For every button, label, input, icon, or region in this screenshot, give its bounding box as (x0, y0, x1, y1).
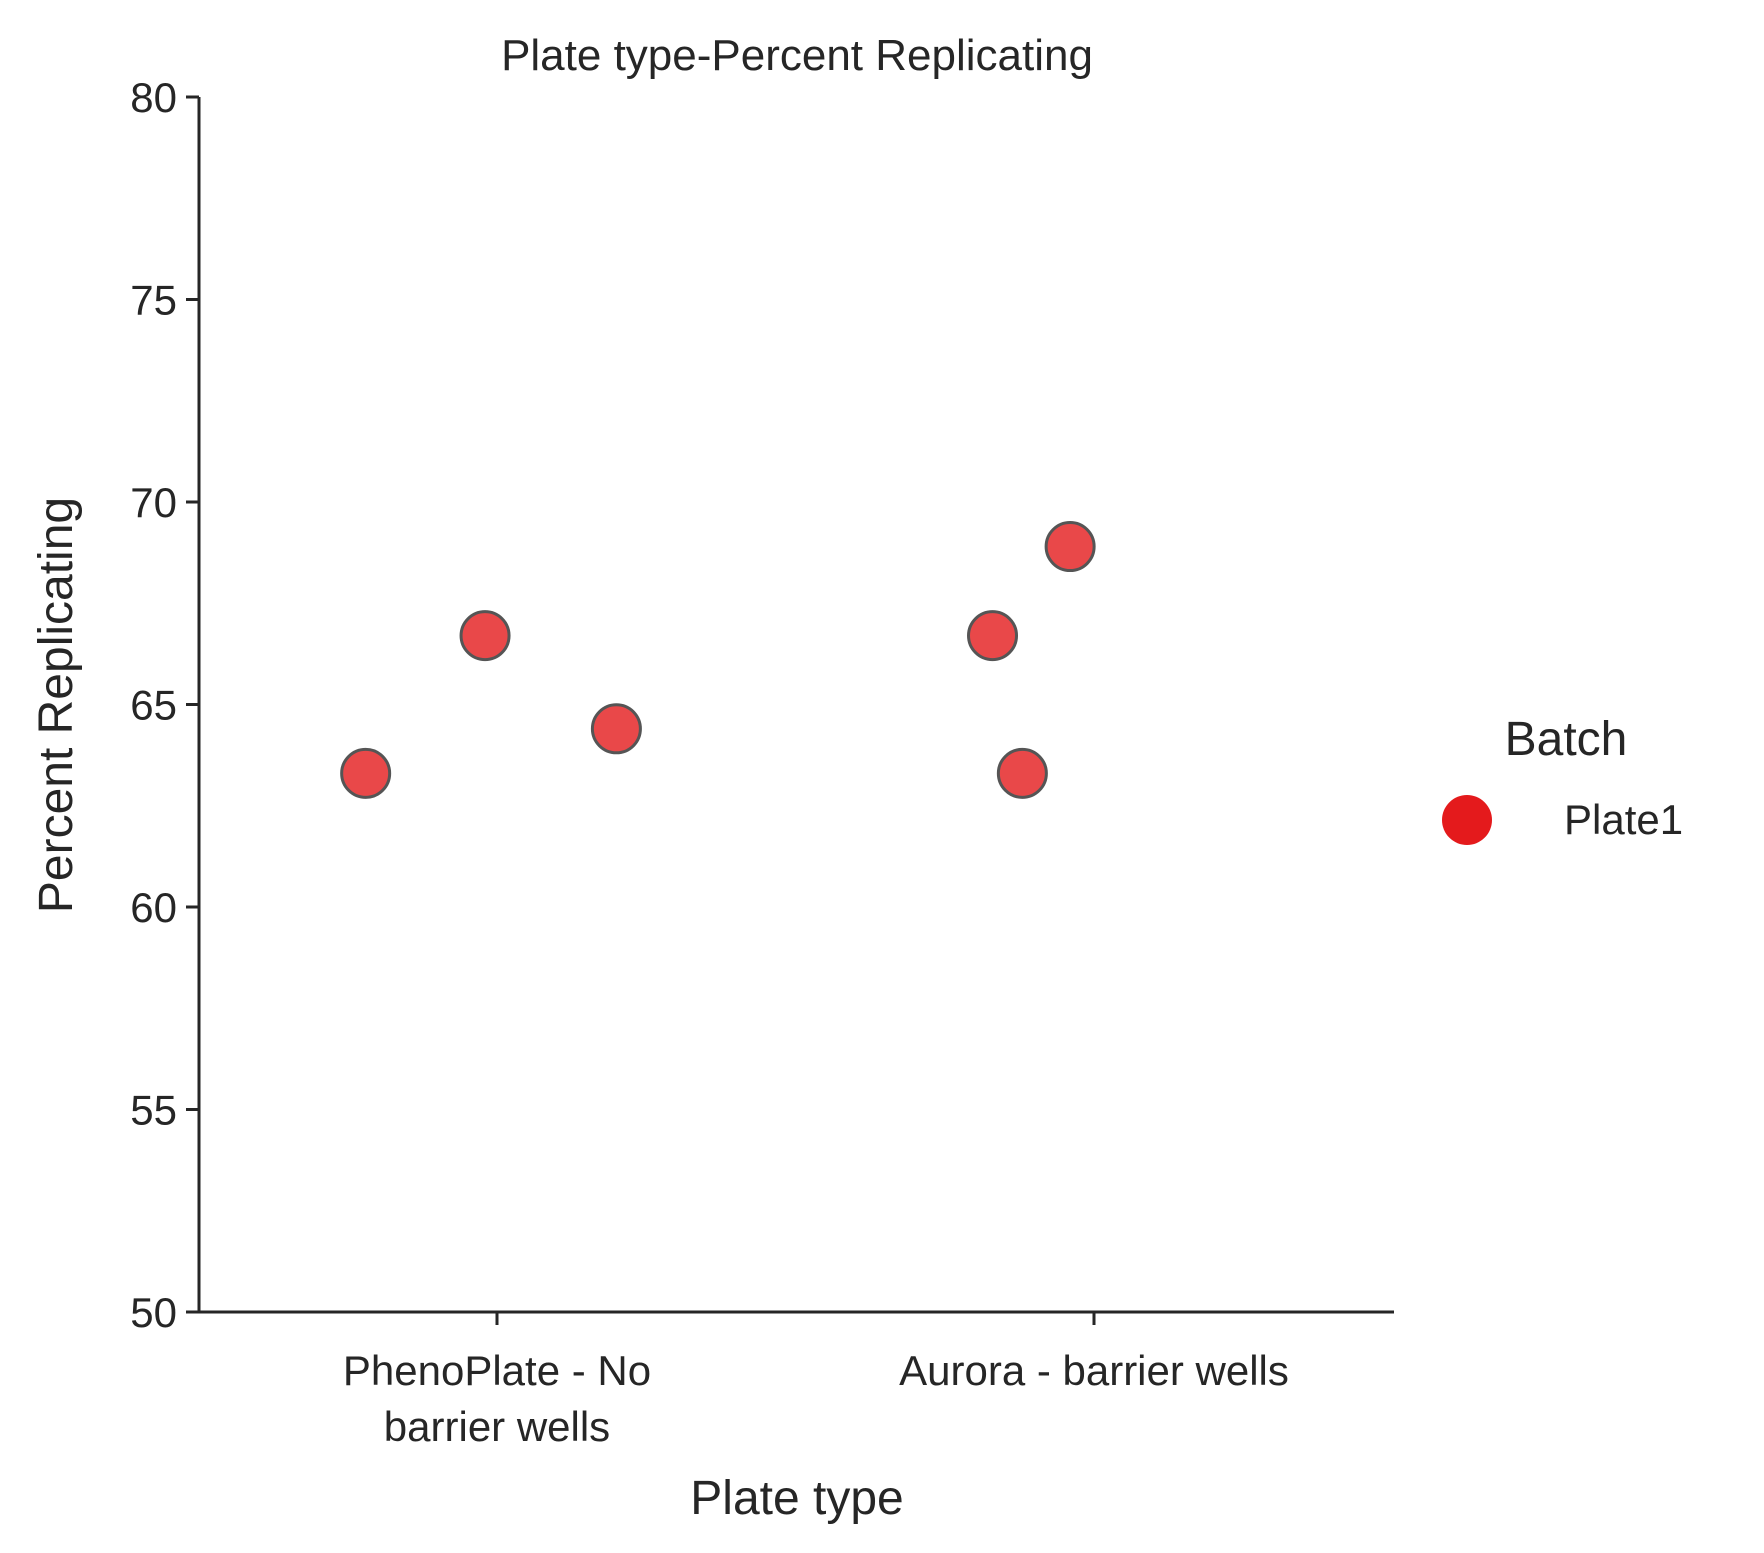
y-tick-label: 55 (130, 1087, 177, 1134)
legend-title: Batch (1505, 713, 1628, 766)
legend-label-plate1: Plate1 (1564, 796, 1683, 843)
data-points (340, 521, 1096, 799)
data-point (996, 747, 1048, 799)
y-tick-label: 50 (130, 1289, 177, 1336)
data-point (967, 610, 1019, 662)
data-point (459, 610, 511, 662)
y-axis-ticks: 50 55 60 65 70 75 80 (130, 74, 199, 1336)
y-tick-label: 80 (130, 74, 177, 121)
data-point (1044, 521, 1096, 573)
data-point (340, 747, 392, 799)
y-axis-label: Percent Replicating (30, 497, 83, 913)
plot-axes (197, 97, 1394, 1314)
chart-title: Plate type-Percent Replicating (501, 31, 1093, 80)
legend: Batch Plate1 (1442, 713, 1683, 845)
y-tick-label: 75 (130, 277, 177, 324)
legend-marker-plate1 (1442, 795, 1492, 845)
y-tick-label: 60 (130, 884, 177, 931)
x-tick-label: PhenoPlate - No barrier wells (343, 1347, 651, 1450)
x-axis-ticks: PhenoPlate - No barrier wells Aurora - bar… (343, 1312, 1289, 1450)
y-tick-label: 70 (130, 479, 177, 526)
x-tick-label: Aurora - barrier wells (899, 1347, 1289, 1394)
x-axis-label: Plate type (690, 1472, 903, 1525)
y-tick-label: 65 (130, 682, 177, 729)
data-point (590, 703, 642, 755)
